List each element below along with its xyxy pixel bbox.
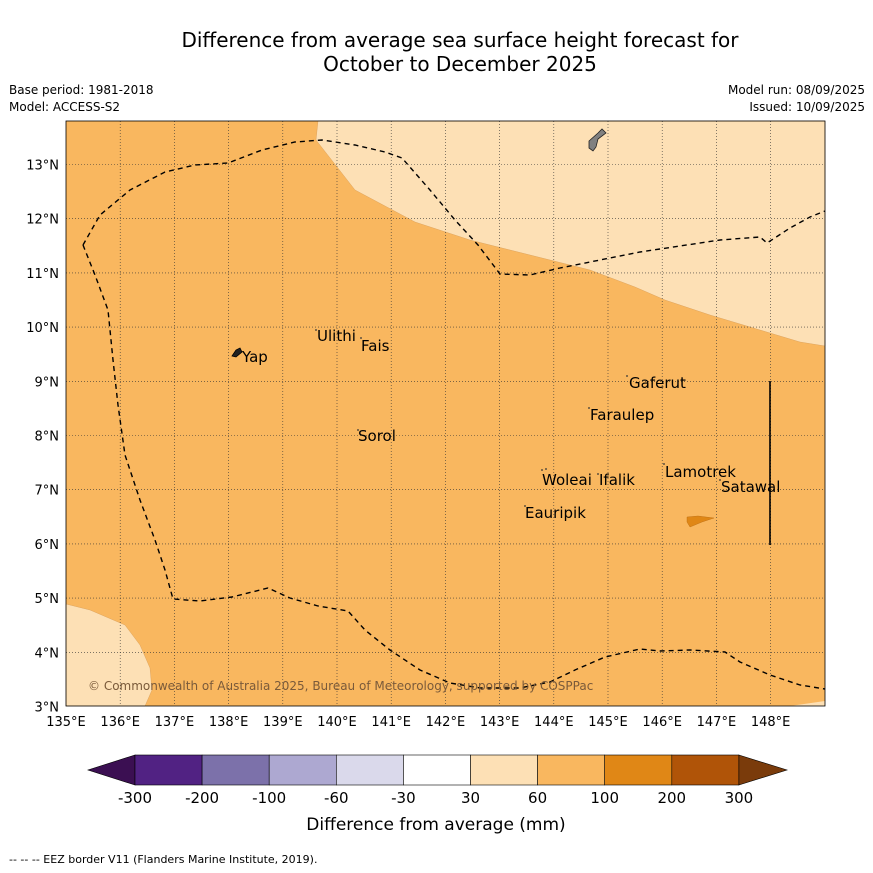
lon-tick-label: 148°E	[751, 715, 791, 730]
lon-tick-label: 138°E	[209, 715, 249, 730]
eez-footnote: -- -- -- EEZ border V11 (Flanders Marine…	[9, 853, 318, 866]
lat-tick-label: 8°N	[35, 430, 60, 445]
lat-tick-label: 5°N	[35, 592, 60, 607]
colorbar-swatch	[134, 754, 203, 786]
title-line-1: Difference from average sea surface heig…	[181, 28, 739, 52]
colorbar-tick-labels: -300 -200 -100 -60 -30 30 60 100 200 300	[118, 789, 753, 807]
colorbar-swatch	[201, 754, 270, 786]
lon-tick-label: 139°E	[263, 715, 303, 730]
colorbar	[87, 754, 789, 786]
field-30-60-southeast	[790, 701, 825, 706]
colorbar-tick-label: -200	[185, 789, 219, 807]
base-period: Base period: 1981-2018	[9, 83, 154, 97]
place-label-faraulep: Faraulep	[590, 406, 654, 424]
lat-tick-label: 11°N	[26, 267, 59, 282]
place-label-gaferut: Gaferut	[629, 374, 686, 392]
lat-tick-label: 10°N	[26, 321, 59, 336]
colorbar-tick-label: -300	[118, 789, 152, 807]
chart-title: Difference from average sea surface heig…	[60, 28, 860, 76]
lat-tick-label: 6°N	[35, 538, 60, 553]
colorbar-extend-high	[738, 754, 789, 786]
colorbar-swatch	[537, 754, 605, 786]
place-label-ifalik: Ifalik	[599, 471, 635, 489]
place-label-woleai: Woleai	[542, 471, 592, 489]
lon-tick-label: 140°E	[317, 715, 357, 730]
colorbar-swatch	[268, 754, 337, 786]
colorbar-tick-label: 60	[528, 789, 547, 807]
colorbar-tick-label: -60	[324, 789, 349, 807]
lon-tick-label: 146°E	[642, 715, 682, 730]
lat-tick-label: 9°N	[35, 375, 60, 390]
island-markers	[315, 329, 721, 507]
lat-tick-label: 4°N	[35, 646, 60, 661]
yap-island	[231, 347, 243, 358]
place-label-sorol: Sorol	[358, 427, 396, 445]
field-30-60-north	[315, 120, 826, 347]
run-info: Model run: 08/09/2025 Issued: 10/09/2025	[728, 82, 865, 116]
lon-tick-label: 143°E	[480, 715, 520, 730]
colorbar-tick-label: 100	[590, 789, 619, 807]
colorbar-tick-label: 200	[657, 789, 686, 807]
issued-date: Issued: 10/09/2025	[749, 100, 865, 114]
place-label-satawal: Satawal	[721, 478, 780, 496]
lon-tick-label: 147°E	[697, 715, 737, 730]
place-label-lamotrek: Lamotrek	[665, 463, 736, 481]
lon-tick-label: 144°E	[534, 715, 574, 730]
model-info: Base period: 1981-2018 Model: ACCESS-S2	[9, 82, 154, 116]
colorbar-tick-label: -30	[391, 789, 416, 807]
lon-tick-label: 142°E	[426, 715, 466, 730]
place-label-ulithi: Ulithi	[317, 327, 356, 345]
graticule	[66, 121, 825, 706]
colorbar-swatch	[403, 754, 471, 786]
eez-border-west	[82, 244, 826, 690]
lat-tick-label: 12°N	[26, 213, 59, 228]
latitude-tick-labels: 13°N 12°N 11°N 10°N 9°N 8°N 7°N 6°N 5°N 4°N 3°N	[26, 159, 59, 716]
title-line-2: October to December 2025	[323, 52, 597, 76]
place-label-yap: Yap	[241, 348, 268, 366]
map-frame	[65, 120, 826, 707]
eez-border	[82, 139, 826, 276]
guam-island	[588, 128, 607, 152]
place-label-eauripik: Eauripik	[525, 504, 586, 522]
longitude-tick-labels: 135°E 136°E 137°E 138°E 139°E 140°E 141°E 142°E…	[46, 715, 790, 730]
model-run: Model run: 08/09/2025	[727, 83, 865, 97]
colorbar-label: Difference from average (mm)	[306, 815, 565, 835]
colorbar-swatch	[335, 754, 404, 786]
colorbar-swatch	[604, 754, 673, 786]
lon-tick-label: 141°E	[371, 715, 411, 730]
lon-tick-label: 137°E	[155, 715, 195, 730]
colorbar-tick-label: 300	[725, 789, 754, 807]
lon-tick-label: 136°E	[100, 715, 140, 730]
model-name: Model: ACCESS-S2	[9, 100, 121, 114]
lat-tick-label: 3°N	[35, 701, 60, 716]
colorbar-tick-label: 30	[461, 789, 480, 807]
lat-tick-label: 7°N	[35, 484, 60, 499]
lon-tick-label: 145°E	[588, 715, 628, 730]
copyright-notice: © Commonwealth of Australia 2025, Bureau…	[88, 679, 593, 693]
lat-tick-label: 13°N	[26, 159, 59, 174]
colorbar-tick-label: -100	[252, 789, 286, 807]
colorbar-swatch	[671, 754, 740, 786]
place-label-fais: Fais	[361, 337, 390, 355]
lon-tick-label: 135°E	[46, 715, 86, 730]
field-100-200-patch	[686, 515, 715, 528]
colorbar-extend-low	[87, 754, 136, 786]
colorbar-swatch	[470, 754, 538, 786]
